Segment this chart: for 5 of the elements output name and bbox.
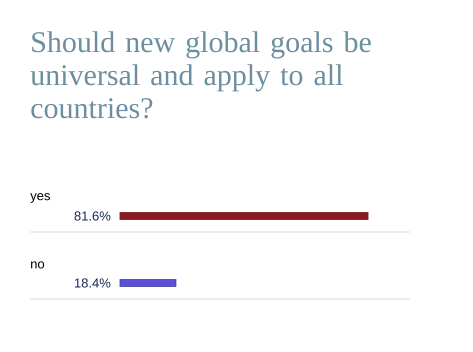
data-label: 81.6% bbox=[74, 211, 110, 221]
y-tick-label: no bbox=[31, 261, 44, 269]
data-label: 18.4% bbox=[74, 278, 110, 288]
y-tick-label: yes bbox=[30, 193, 50, 203]
chart-title: Should new global goals be universal and apply to all countries? bbox=[30, 31, 371, 118]
